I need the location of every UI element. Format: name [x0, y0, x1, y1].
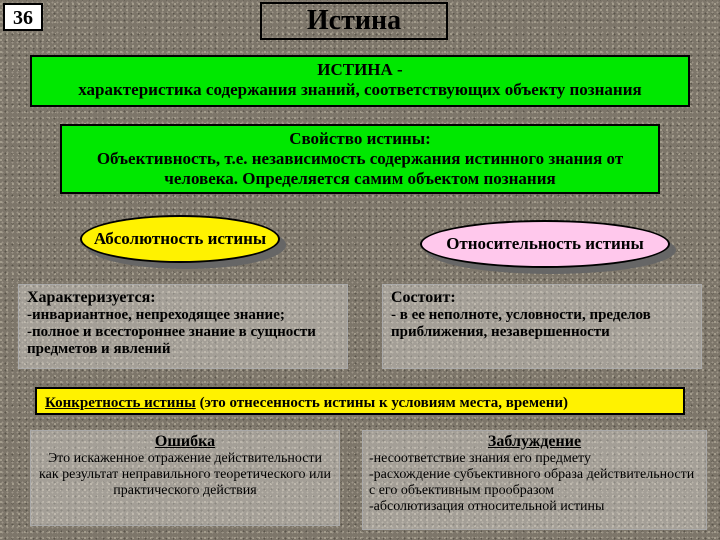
relative-description: Состоит: - в ее неполноте, условности, п…: [382, 284, 702, 369]
definition-box: ИСТИНА - характеристика содержания знани…: [30, 55, 690, 107]
definition-text: характеристика содержания знаний, соотве…: [38, 80, 682, 100]
concreteness-heading: Конкретность истины: [45, 395, 196, 411]
relative-desc-line1: - в ее неполноте, условности, пределов п…: [391, 307, 693, 341]
absolute-desc-line1: -инвариантное, непреходящее знание;: [27, 307, 339, 324]
delusion-line1: -несоответствие знания его предмету: [369, 451, 700, 467]
property-text: Объективность, т.е. независимость содерж…: [68, 149, 652, 189]
delusion-box: Заблуждение -несоответствие знания его п…: [362, 430, 707, 530]
error-text: Это искаженное отражение действительност…: [37, 451, 333, 499]
main-title: Истина: [260, 2, 448, 40]
error-box: Ошибка Это искаженное отражение действит…: [30, 430, 340, 526]
property-box: Свойство истины: Объективность, т.е. нез…: [60, 124, 660, 194]
concreteness-box: Конкретность истины (это отнесенность ис…: [35, 387, 685, 415]
relative-desc-heading: Состоит:: [391, 289, 693, 307]
delusion-heading: Заблуждение: [488, 433, 581, 450]
relative-title: Относительность истины: [446, 234, 644, 254]
definition-heading: ИСТИНА -: [38, 60, 682, 80]
absolute-description: Характеризуется: -инвариантное, непреход…: [18, 284, 348, 369]
absolute-title: Абсолютность истины: [94, 229, 266, 249]
delusion-line3: -абсолютизация относительной истины: [369, 499, 700, 515]
page-number: 36: [3, 3, 43, 31]
absolute-ellipse: Абсолютность истины: [80, 215, 280, 263]
delusion-line2: -расхождение субъективного образа действ…: [369, 467, 700, 499]
property-heading: Свойство истины:: [68, 129, 652, 149]
error-heading: Ошибка: [155, 433, 215, 450]
concreteness-text: (это отнесенность истины к условиям мест…: [196, 395, 568, 411]
relative-ellipse: Относительность истины: [420, 220, 670, 268]
absolute-desc-line2: -полное и всестороннее знание в сущности…: [27, 324, 339, 358]
absolute-desc-heading: Характеризуется:: [27, 289, 339, 307]
